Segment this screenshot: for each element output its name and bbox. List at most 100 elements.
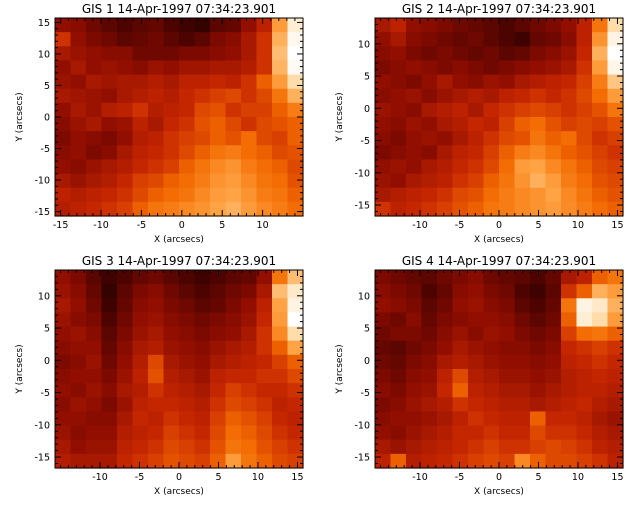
heatmap-cell <box>194 173 211 189</box>
heatmap-cell <box>117 397 134 413</box>
heatmap-cell <box>514 354 531 370</box>
heatmap-cell <box>132 102 149 118</box>
heatmap-cell <box>148 312 165 328</box>
heatmap-cell <box>437 439 454 455</box>
heatmap-cell <box>483 270 500 285</box>
heatmap-cell <box>421 131 438 146</box>
heatmap-cell <box>225 173 242 189</box>
heatmap-cell <box>452 32 469 47</box>
heatmap-cell <box>514 131 531 146</box>
heatmap-cell <box>483 383 500 398</box>
heatmap-cell <box>148 18 165 33</box>
heatmap-cell <box>607 284 624 299</box>
heatmap-cell <box>163 187 180 203</box>
heatmap-cell <box>55 284 72 299</box>
heatmap-cell <box>225 159 242 175</box>
heatmap-cell <box>148 187 165 203</box>
heatmap-cell <box>117 270 134 285</box>
heatmap-cell <box>101 284 118 299</box>
heatmap-cell <box>421 201 438 217</box>
heatmap-cell <box>225 397 242 413</box>
heatmap-cell <box>86 383 103 398</box>
heatmap-cell <box>483 102 500 118</box>
heatmap-cell <box>55 312 72 328</box>
y-tick-label: -15 <box>354 453 370 464</box>
heatmap-cell <box>452 131 469 146</box>
heatmap-cell <box>101 60 118 76</box>
heatmap-cell <box>241 145 258 161</box>
heatmap-cell <box>117 131 134 146</box>
heatmap-cell <box>545 284 562 299</box>
heatmap-cell <box>390 340 407 356</box>
heatmap-cell <box>272 102 289 118</box>
heatmap-cell <box>468 411 485 427</box>
heatmap-cell <box>499 145 516 161</box>
heatmap-cell <box>421 187 438 203</box>
heatmap-cell <box>607 425 624 441</box>
heatmap-cell <box>148 145 165 161</box>
heatmap-cell <box>545 201 562 217</box>
heatmap-cell <box>561 439 578 455</box>
heatmap-cell <box>592 397 609 413</box>
heatmap-cell <box>225 60 242 76</box>
panel-title: GIS 2 14-Apr-1997 07:34:23.901 <box>402 2 596 16</box>
heatmap-cell <box>287 187 304 203</box>
heatmap-cell <box>406 439 423 455</box>
heatmap-cell <box>483 201 500 217</box>
heatmap-cell <box>437 425 454 441</box>
heatmap-cell <box>225 383 242 398</box>
heatmap-cell <box>287 439 304 455</box>
heatmap-cell <box>194 369 211 384</box>
heatmap-cell <box>514 270 531 285</box>
heatmap-cell <box>437 354 454 370</box>
heatmap-cell <box>390 159 407 175</box>
heatmap-cell <box>210 411 227 427</box>
heatmap-cell <box>132 354 149 370</box>
y-tick-label: 5 <box>44 81 50 92</box>
heatmap-cell <box>210 117 227 132</box>
heatmap-cell <box>607 340 624 356</box>
heatmap-cell <box>86 201 103 217</box>
heatmap-cell <box>86 173 103 189</box>
heatmap-cell <box>55 354 72 370</box>
heatmap-cell <box>241 187 258 203</box>
heatmap-cell <box>256 159 273 175</box>
heatmap-cell <box>499 369 516 384</box>
heatmap-cell <box>530 32 547 47</box>
heatmap-cell <box>241 383 258 398</box>
heatmap-cell <box>468 383 485 398</box>
heatmap-cell <box>545 298 562 314</box>
y-tick-label: 0 <box>44 356 50 367</box>
heatmap-cell <box>499 397 516 413</box>
heatmap-cell <box>514 425 531 441</box>
heatmap-cell <box>117 383 134 398</box>
heatmap-cell <box>514 117 531 132</box>
y-tick-label: 5 <box>364 324 370 335</box>
heatmap-cell <box>421 145 438 161</box>
heatmap-cell <box>163 117 180 132</box>
heatmap-cell <box>70 326 87 342</box>
heatmap-cell <box>390 32 407 47</box>
heatmap-cell <box>70 60 87 76</box>
heatmap-cell <box>148 397 165 413</box>
y-tick-label: -15 <box>34 453 50 464</box>
heatmap-cell <box>287 32 304 47</box>
heatmap-cell <box>499 88 516 104</box>
panel-title: GIS 4 14-Apr-1997 07:34:23.901 <box>402 254 596 268</box>
heatmap-cell <box>70 88 87 104</box>
heatmap-cell <box>86 60 103 76</box>
heatmap-cell <box>148 201 165 217</box>
heatmap-cell <box>468 117 485 132</box>
heatmap-cell <box>194 187 211 203</box>
heatmap-cell <box>592 60 609 76</box>
heatmap-cell <box>179 340 196 356</box>
x-tick-label: -10 <box>412 472 428 483</box>
heatmap-cell <box>390 453 407 469</box>
heatmap-cell <box>592 298 609 314</box>
heatmap-cell <box>117 439 134 455</box>
heatmap-cell <box>468 298 485 314</box>
heatmap-cell <box>117 74 134 90</box>
heatmap-cell <box>179 411 196 427</box>
heatmap-cell <box>390 18 407 33</box>
heatmap-cell <box>287 354 304 370</box>
